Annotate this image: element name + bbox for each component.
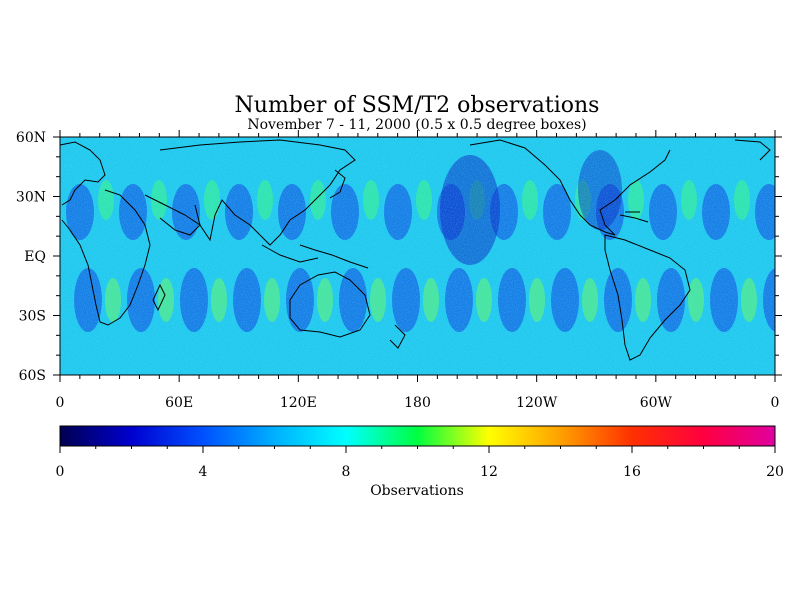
- coastline-asia: [159, 139, 356, 246]
- y-tick-label-30n: 30N: [16, 190, 46, 206]
- coastline-north-america: [469, 139, 671, 236]
- colorbar-tick-marks: [59, 446, 776, 453]
- y-tick-label-30s: 30S: [19, 309, 46, 325]
- x-tick-label-180: 180: [404, 395, 431, 411]
- coastline-caribbean: [619, 211, 649, 223]
- x-tick-label-60e: 60E: [165, 395, 193, 411]
- colorbar-tick-label-4: 4: [199, 464, 208, 480]
- y-axis-labels: 60N 30N EQ 30S 60S: [16, 130, 46, 384]
- x-axis-labels: 0 60E 120E 180 120W 60W 0: [56, 395, 780, 411]
- high-count-band: [794, 278, 800, 322]
- coastlines: [60, 139, 771, 361]
- coastline-europe-africa: [60, 141, 151, 326]
- colorbar-tick-label-0: 0: [56, 464, 65, 480]
- y-tick-label-60n: 60N: [16, 130, 46, 146]
- chart-title: Number of SSM/T2 observations: [235, 93, 600, 118]
- colorbar-tick-label-20: 20: [766, 464, 784, 480]
- x-tick-label-0: 0: [56, 395, 65, 411]
- coastline-new-zealand: [389, 324, 406, 349]
- x-tick-label-120e: 120E: [280, 395, 317, 411]
- coastline-south-america: [604, 234, 691, 361]
- colorbar: 0 4 8 12 16 20 Observations: [56, 425, 784, 499]
- colorbar-tick-label-16: 16: [623, 464, 641, 480]
- y-tick-label-60s: 60S: [19, 368, 46, 384]
- x-tick-label-120w: 120W: [516, 395, 558, 411]
- x-tick-label-0-end: 0: [771, 395, 780, 411]
- colorbar-title: Observations: [370, 483, 464, 499]
- high-count-band: [787, 180, 800, 220]
- speckle-texture: [60, 137, 775, 375]
- x-tick-label-60w: 60W: [640, 395, 673, 411]
- colorbar-tick-label-12: 12: [480, 464, 498, 480]
- coastline-australia: [289, 271, 371, 338]
- y-tick-label-eq: EQ: [24, 249, 46, 265]
- coastline-indonesia: [261, 244, 369, 269]
- coastline-japan: [329, 169, 346, 199]
- colorbar-tick-label-8: 8: [342, 464, 351, 480]
- map-tick-marks: [53, 130, 782, 382]
- colorbar-bar: [59, 425, 776, 447]
- map-area: [60, 137, 800, 375]
- coastline-greenland: [734, 139, 771, 161]
- coastline-madagascar: [152, 283, 166, 312]
- chart-subtitle: November 7 - 11, 2000 (0.5 x 0.5 degree …: [247, 117, 586, 133]
